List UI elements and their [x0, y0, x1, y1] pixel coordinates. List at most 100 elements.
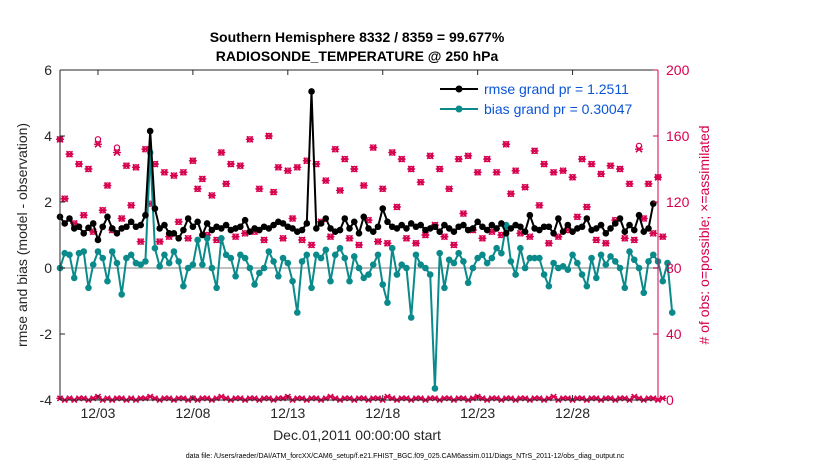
obs-assimilated-point — [530, 147, 539, 155]
rmse-point — [156, 225, 163, 232]
obs-assimilated-point — [136, 238, 145, 246]
y-left-tick-label: 2 — [44, 194, 52, 210]
bias-point — [350, 253, 358, 260]
bias-point — [507, 258, 515, 265]
rmse-point — [564, 221, 572, 229]
obs-assimilated-point — [260, 236, 269, 244]
bias-point — [645, 258, 652, 265]
obs-rejected-point — [659, 395, 667, 402]
rmse-point — [607, 225, 614, 232]
obs-assimilated-point — [587, 160, 596, 168]
bias-point — [426, 271, 434, 278]
y-right-tick-label: 0 — [666, 392, 674, 408]
bias-point — [464, 279, 472, 287]
bias-point — [668, 309, 676, 316]
obs-assimilated-point — [606, 162, 615, 170]
obs-assimilated-point — [483, 155, 492, 163]
rmse-series-layer — [56, 88, 657, 244]
y-axis-label-right: # of obs: o=possible; ×=assimilated — [696, 125, 712, 344]
obs-assimilated-point — [506, 190, 515, 198]
rmse-point — [108, 225, 116, 232]
bias-point — [384, 299, 391, 306]
rmse-point — [640, 228, 648, 235]
rmse-point — [175, 235, 182, 242]
rmse-point — [498, 220, 505, 227]
bias-point — [161, 251, 168, 259]
obs-assimilated-point — [402, 234, 411, 242]
obs-assimilated-point — [222, 180, 231, 188]
rmse-point — [649, 200, 657, 207]
bias-point — [621, 284, 629, 292]
obs-assimilated-point — [592, 236, 601, 244]
obs-assimilated-point — [255, 185, 264, 193]
obs-assimilated-point — [355, 241, 363, 249]
legend: rmse grand pr = 1.2511 bias grand pr = 0… — [432, 76, 653, 120]
bias-point — [611, 258, 619, 265]
obs-assimilated-point — [578, 155, 587, 163]
obs-assimilated-point — [169, 172, 178, 180]
bias-point — [70, 274, 78, 282]
bias-point — [80, 248, 88, 255]
rmse-point — [379, 205, 387, 212]
obs-assimilated-point — [383, 239, 392, 247]
bias-point — [303, 251, 311, 259]
obs-assimilated-point — [511, 167, 520, 175]
obs-assimilated-point — [122, 162, 131, 170]
rmse-point — [483, 226, 491, 234]
obs-assimilated-point — [649, 229, 658, 237]
obs-assimilated-point — [184, 234, 193, 242]
bias-point — [578, 271, 586, 278]
rmse-point — [635, 211, 643, 219]
rmse-point — [208, 226, 216, 234]
obs-assimilated-point — [217, 148, 226, 157]
y-axis-label-left: rmse and bias (model - observation) — [14, 123, 30, 347]
obs-assimilated-point — [459, 209, 468, 218]
obs-assimilated-point — [601, 239, 610, 247]
bias-point — [602, 261, 610, 269]
obs-assimilated-point — [658, 233, 667, 241]
bias-point — [649, 251, 657, 259]
bias-point — [341, 254, 349, 262]
bias-point — [89, 261, 97, 269]
bias-point — [630, 256, 638, 264]
bias-point — [232, 272, 239, 280]
obs-assimilated-point — [269, 188, 278, 196]
obs-assimilated-point — [625, 180, 634, 188]
obs-assimilated-point — [388, 148, 397, 157]
rmse-point — [616, 215, 624, 222]
bias-point — [104, 277, 111, 285]
obs-assimilated-point — [502, 140, 511, 148]
x-ticks: 12/03 12/08 12/13 12/18 12/23 12/28 — [80, 70, 590, 421]
rmse-point — [645, 225, 652, 232]
obs-assimilated-point — [193, 185, 202, 193]
rmse-point — [569, 228, 576, 235]
rmse-point — [303, 220, 311, 227]
bias-point — [398, 261, 406, 269]
rmse-point — [540, 223, 548, 231]
bias-point — [441, 284, 448, 292]
rmse-point — [460, 221, 467, 229]
bias-point — [137, 261, 144, 269]
rmse-point — [479, 223, 486, 231]
bias-point — [488, 254, 496, 262]
bias-point — [256, 269, 263, 277]
obs-assimilated-point — [236, 162, 245, 170]
rmse-point — [237, 223, 244, 231]
obs-assimilated-point — [226, 160, 235, 168]
bias-point — [156, 263, 163, 270]
rmse-point — [469, 225, 477, 232]
bias-point — [607, 253, 614, 260]
obs-assimilated-point — [155, 238, 164, 246]
rmse-point — [583, 215, 591, 222]
obs-assimilated-point — [644, 180, 653, 188]
rmse-point — [626, 221, 633, 229]
bias-point — [469, 264, 477, 272]
obs-assimilated-point — [525, 233, 534, 241]
bias-point — [521, 264, 529, 272]
bias-point — [403, 264, 410, 272]
bias-point — [445, 256, 453, 264]
rmse-point — [317, 220, 325, 227]
obs-assimilated-point — [454, 155, 463, 163]
obs-assimilated-point — [279, 234, 288, 242]
bias-point — [213, 284, 220, 292]
